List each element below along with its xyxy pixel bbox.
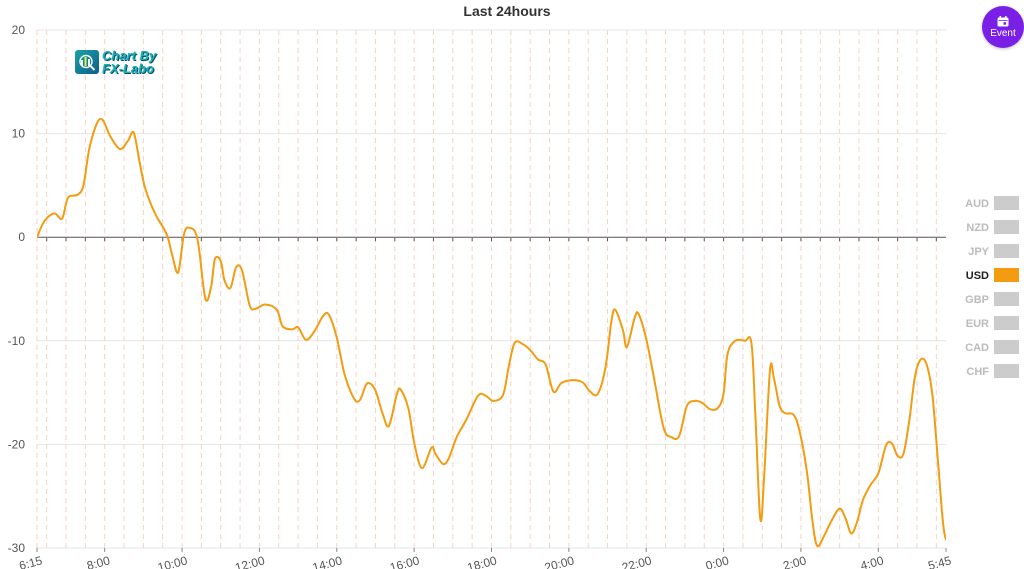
y-tick-label: -10 [8, 334, 26, 348]
chart-title: Last 24hours [463, 3, 550, 19]
legend-item-nzd[interactable]: NZD [966, 220, 1019, 234]
legend-item-gbp[interactable]: GBP [965, 292, 1019, 306]
event-button[interactable]: Event [982, 6, 1024, 48]
y-tick-label: 0 [18, 230, 25, 244]
fx-labo-logo: Chart By FX-Labo [75, 49, 156, 75]
x-tick-label: 5:45 [927, 553, 953, 569]
y-tick-label: 20 [12, 23, 26, 37]
legend-swatch [994, 268, 1019, 282]
legend-label: CHF [966, 366, 989, 378]
legend-item-jpy[interactable]: JPY [968, 244, 1019, 258]
x-tick-label: 12:00 [234, 553, 267, 569]
x-tick-label: 14:00 [311, 553, 344, 569]
x-axis: 6:15 8:00 10:00 12:00 14:00 16:00 18:00 20:00 22… [18, 548, 953, 569]
x-tick-label: 8:00 [85, 553, 111, 569]
calendar-icon [997, 15, 1009, 26]
x-tick-label: 0:00 [704, 553, 730, 569]
x-tick-label: 20:00 [543, 553, 576, 569]
legend-label: CAD [965, 342, 989, 354]
x-tick-label: 10:00 [156, 553, 189, 569]
legend-label: AUD [965, 198, 989, 210]
legend-label: GBP [965, 294, 989, 306]
series-line-usd [37, 117, 946, 548]
logo-line-2: FX-Labo [102, 61, 154, 76]
y-tick-label: -20 [8, 437, 26, 451]
chart-grid [36, 29, 946, 549]
x-tick-label: 16:00 [388, 553, 421, 569]
legend-item-chf[interactable]: CHF [966, 364, 1019, 378]
x-tick-label: 6:15 [18, 553, 44, 569]
legend-swatch [994, 316, 1019, 330]
legend-swatch [994, 292, 1019, 306]
legend-item-aud[interactable]: AUD [965, 196, 1019, 210]
legend-label: JPY [968, 246, 989, 258]
y-axis: 20 10 0 -10 -20 -30 [8, 23, 26, 555]
legend-swatch [994, 196, 1019, 210]
x-tick-label: 18:00 [466, 553, 499, 569]
series-layer [37, 117, 946, 548]
event-button-label: Event [990, 27, 1016, 39]
magnifier-chart-icon [75, 50, 99, 74]
logo-text: Chart By FX-Labo [102, 49, 156, 75]
legend-label: EUR [966, 318, 989, 330]
y-tick-label: -30 [8, 541, 26, 555]
legend-label: USD [966, 270, 989, 282]
legend: AUD NZD JPY USD GBP EUR CAD CHF [965, 196, 1019, 378]
x-tick-label: 22:00 [620, 553, 653, 569]
legend-swatch [994, 244, 1019, 258]
x-tick-label: 4:00 [859, 553, 885, 569]
legend-swatch [994, 340, 1019, 354]
legend-item-eur[interactable]: EUR [966, 316, 1019, 330]
legend-item-usd[interactable]: USD [966, 268, 1019, 282]
x-tick-label: 2:00 [782, 553, 808, 569]
legend-swatch [994, 220, 1019, 234]
y-tick-label: 10 [12, 127, 26, 141]
legend-label: NZD [966, 222, 989, 234]
logo-line-1: Chart By [102, 48, 157, 63]
legend-swatch [994, 364, 1019, 378]
legend-item-cad[interactable]: CAD [965, 340, 1019, 354]
